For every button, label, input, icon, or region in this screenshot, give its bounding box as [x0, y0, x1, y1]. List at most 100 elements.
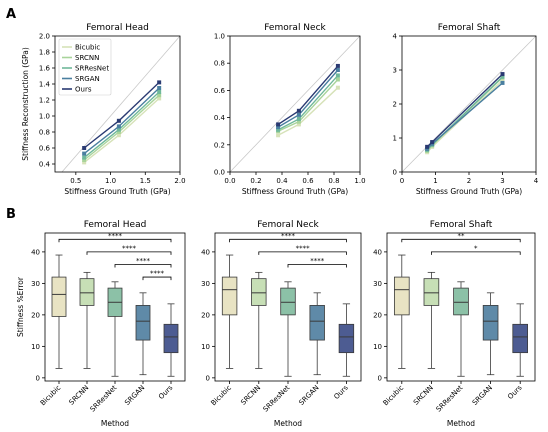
- significance-bracket: [142, 276, 172, 281]
- data-point: [296, 119, 301, 124]
- x-tick-label: SRResNet: [435, 384, 465, 414]
- box-srgan: [309, 305, 325, 341]
- data-point: [157, 96, 162, 101]
- data-point: [335, 68, 340, 72]
- box-srcnn: [79, 278, 95, 306]
- x-tick-label: SRGAN: [123, 384, 146, 407]
- y-tick-label: 30: [373, 280, 382, 288]
- y-tick-label: 40: [201, 248, 210, 256]
- data-point: [116, 118, 121, 123]
- data-point: [276, 125, 281, 130]
- data-point: [335, 77, 340, 82]
- y-tick-label: 0.0: [214, 169, 225, 177]
- chart-title: Femoral Shaft: [430, 220, 493, 230]
- legend-item-ours: Ours: [75, 86, 92, 94]
- x-tick-label: SRResNet: [89, 384, 119, 414]
- y-tick-label: 10: [201, 343, 210, 351]
- x-tick-label: SRCNN: [68, 384, 91, 407]
- data-point: [296, 116, 301, 121]
- significance-bracket: [431, 251, 521, 255]
- significance-label: ****: [150, 270, 165, 278]
- x-tick-label: Ours: [157, 384, 175, 402]
- data-point: [276, 127, 281, 132]
- x-tick-label: Bicubic: [39, 384, 63, 408]
- x-tick-label: 1.0: [105, 177, 116, 185]
- data-point: [157, 86, 162, 90]
- scatter-panel-3: 0 1 2 3 4 0 1 2 3 4 Femoral Shaft Stiffness Ground …: [393, 23, 539, 196]
- legend: Bicubic SRCNN SRResNet SRGAN Ours: [58, 38, 112, 96]
- y-tick-label: 1: [393, 135, 397, 143]
- box-bicubic: [393, 276, 410, 316]
- y-tick-label: 1.0: [39, 113, 50, 121]
- data-point: [335, 73, 340, 78]
- box-ours: [163, 323, 179, 354]
- box-bicubic: [221, 276, 238, 316]
- significance-bracket: [114, 264, 172, 268]
- chart-title: Femoral Head: [84, 220, 147, 230]
- data-point: [425, 146, 430, 151]
- y-tick-label: 2.0: [39, 33, 50, 41]
- significance-label: ****: [281, 232, 296, 240]
- significance-label: *: [474, 244, 478, 252]
- y-tick-label: 0.4: [214, 114, 226, 122]
- x-tick-label: 2.0: [174, 177, 185, 185]
- legend-item-srresnet: SRResNet: [75, 65, 109, 73]
- data-point: [500, 80, 505, 85]
- series-line-srgan: [83, 87, 160, 155]
- identity-line: [61, 35, 181, 173]
- y-tick-label: 0: [206, 374, 210, 382]
- data-point: [335, 63, 340, 68]
- box-srgan: [482, 305, 499, 341]
- significance-bracket: [287, 264, 347, 268]
- data-point: [296, 122, 301, 127]
- x-tick-label: 4: [534, 177, 539, 185]
- y-tick-label: 40: [373, 248, 382, 256]
- data-point: [296, 108, 301, 113]
- identity-line: [401, 35, 537, 173]
- y-tick-label: 10: [373, 343, 382, 351]
- y-axis-label: Stiffness Reconstruction (GPa): [21, 47, 30, 161]
- x-tick-label: 1: [433, 177, 437, 185]
- significance-bracket: [229, 238, 347, 243]
- box-srresnet: [453, 287, 469, 316]
- data-point: [276, 122, 281, 127]
- axes-frame: [54, 35, 181, 173]
- data-point: [116, 124, 121, 129]
- data-point: [425, 144, 430, 149]
- y-tick-label: 2: [393, 101, 397, 109]
- box-srcnn: [251, 278, 267, 306]
- panel-label-a: A: [6, 7, 16, 22]
- x-tick-label: 0.0: [224, 177, 235, 185]
- y-axis-label: Stiffness %Error: [16, 276, 25, 337]
- y-tick-label: 1.4: [39, 81, 51, 89]
- y-tick-label: 1.0: [214, 33, 225, 41]
- x-tick-label: SRCNN: [239, 384, 262, 407]
- y-tick-label: 0: [378, 374, 382, 382]
- y-tick-label: 30: [201, 280, 210, 288]
- x-tick-label: SRGAN: [471, 384, 494, 407]
- x-tick-label: Bicubic: [382, 384, 406, 408]
- significance-label: **: [458, 232, 466, 240]
- y-tick-label: 0.6: [39, 145, 51, 153]
- y-tick-label: 1.8: [39, 49, 50, 57]
- y-tick-label: 0.8: [39, 129, 50, 137]
- y-tick-label: 20: [201, 311, 210, 319]
- significance-bracket: [86, 251, 172, 255]
- data-point: [276, 133, 281, 138]
- legend-item-srgan: SRGAN: [75, 75, 100, 83]
- x-tick-label: 2: [467, 177, 471, 185]
- series-line-ours: [426, 73, 503, 148]
- legend-item-srcnn: SRCNN: [75, 54, 99, 62]
- panel-label-b: B: [6, 207, 16, 222]
- x-tick-label: 1.5: [140, 177, 151, 185]
- chart-title: Femoral Head: [86, 23, 149, 33]
- data-point: [82, 158, 87, 162]
- y-tick-label: 0: [36, 374, 40, 382]
- series-line-srgan: [426, 82, 503, 150]
- x-axis-label: Method: [274, 419, 302, 428]
- significance-bracket: [258, 251, 347, 255]
- data-point: [82, 155, 87, 160]
- data-point: [335, 85, 340, 90]
- y-tick-label: 1.6: [39, 65, 51, 73]
